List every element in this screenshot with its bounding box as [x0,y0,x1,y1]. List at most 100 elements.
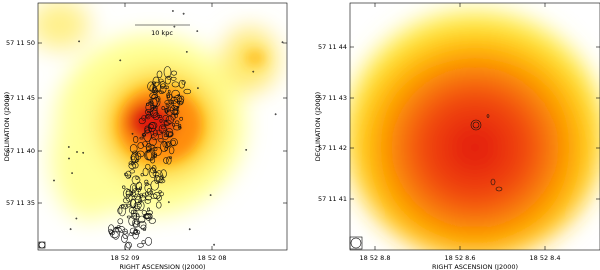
contour [138,215,146,224]
contour [196,87,199,90]
contour [161,129,169,141]
contour [136,243,144,248]
contour [121,204,129,210]
contour [69,228,72,231]
contour [144,179,149,184]
contour [168,146,175,155]
contour [134,159,139,163]
y-tick-label: 57 11 45 [6,94,35,102]
contour [128,206,137,214]
contour [173,99,180,109]
contour [145,143,152,152]
contour [170,99,174,104]
contour [171,89,180,99]
contour [166,92,171,99]
right-image [350,3,600,250]
contour [67,146,70,148]
contour [138,200,142,203]
contour [281,41,284,44]
contour [162,115,169,122]
contour [141,240,146,244]
contour [177,123,182,129]
contour [131,185,136,191]
contour [175,120,180,124]
contour [127,174,131,178]
contour [150,180,159,191]
contour [136,188,141,192]
x-tick-label: 18 52 8.6 [444,254,475,262]
contour [131,209,135,215]
contour [166,109,170,113]
contour [170,76,177,81]
contour [76,151,78,153]
contour [131,155,136,161]
contour [117,218,124,225]
contour [149,122,158,130]
contour [161,106,165,111]
left-frame [37,2,288,251]
contour [182,12,185,15]
contour [144,182,149,186]
contour [149,104,157,110]
contour [137,142,144,149]
contour [129,227,137,235]
contour [152,87,158,95]
contour [132,214,135,217]
contour [163,66,172,78]
y-tick-label: 57 11 35 [6,199,35,207]
contour [145,114,151,120]
contour [185,51,188,53]
contour [139,136,144,140]
contour [146,149,151,153]
contour [173,106,179,111]
contour [209,194,212,197]
contour [119,59,122,62]
contour [159,90,164,95]
contours [53,10,284,250]
contour [122,231,129,239]
contour [140,224,147,231]
contour [107,224,115,235]
contour [171,70,178,76]
y-axis-label: DECLINATION (J2000) [3,92,11,161]
contour [153,192,161,200]
contour [138,220,147,229]
contour [146,148,155,161]
contour [183,88,192,95]
contour [149,167,157,178]
contour [213,243,216,246]
contour [161,86,164,90]
contour [145,195,152,201]
y-tick-label: 57 11 42 [318,144,347,152]
contour [151,133,159,140]
contour [152,96,161,108]
contour [148,217,156,224]
contour [173,25,176,28]
contour [115,227,122,233]
contour [128,162,137,170]
contour [121,185,126,189]
contour [117,207,123,215]
contour [156,201,162,209]
contours [470,114,503,192]
y-tick-label: 57 11 43 [318,94,347,102]
contour [143,214,149,219]
y-tick-label: 57 11 50 [6,39,35,47]
contour [149,137,157,147]
contour [165,130,174,138]
contour [122,197,131,204]
contour [144,125,150,134]
contour [158,124,167,134]
contour [71,172,74,175]
contour [149,92,158,99]
contour [245,148,248,151]
contour [174,113,179,118]
contour [109,230,115,236]
contour [156,129,163,135]
contour [130,153,138,163]
x-tick-label: 18 52 8.8 [359,254,390,262]
y-axis-label: DECLINATION (J2000) [314,92,322,161]
contour [156,195,162,201]
contour [164,100,171,105]
